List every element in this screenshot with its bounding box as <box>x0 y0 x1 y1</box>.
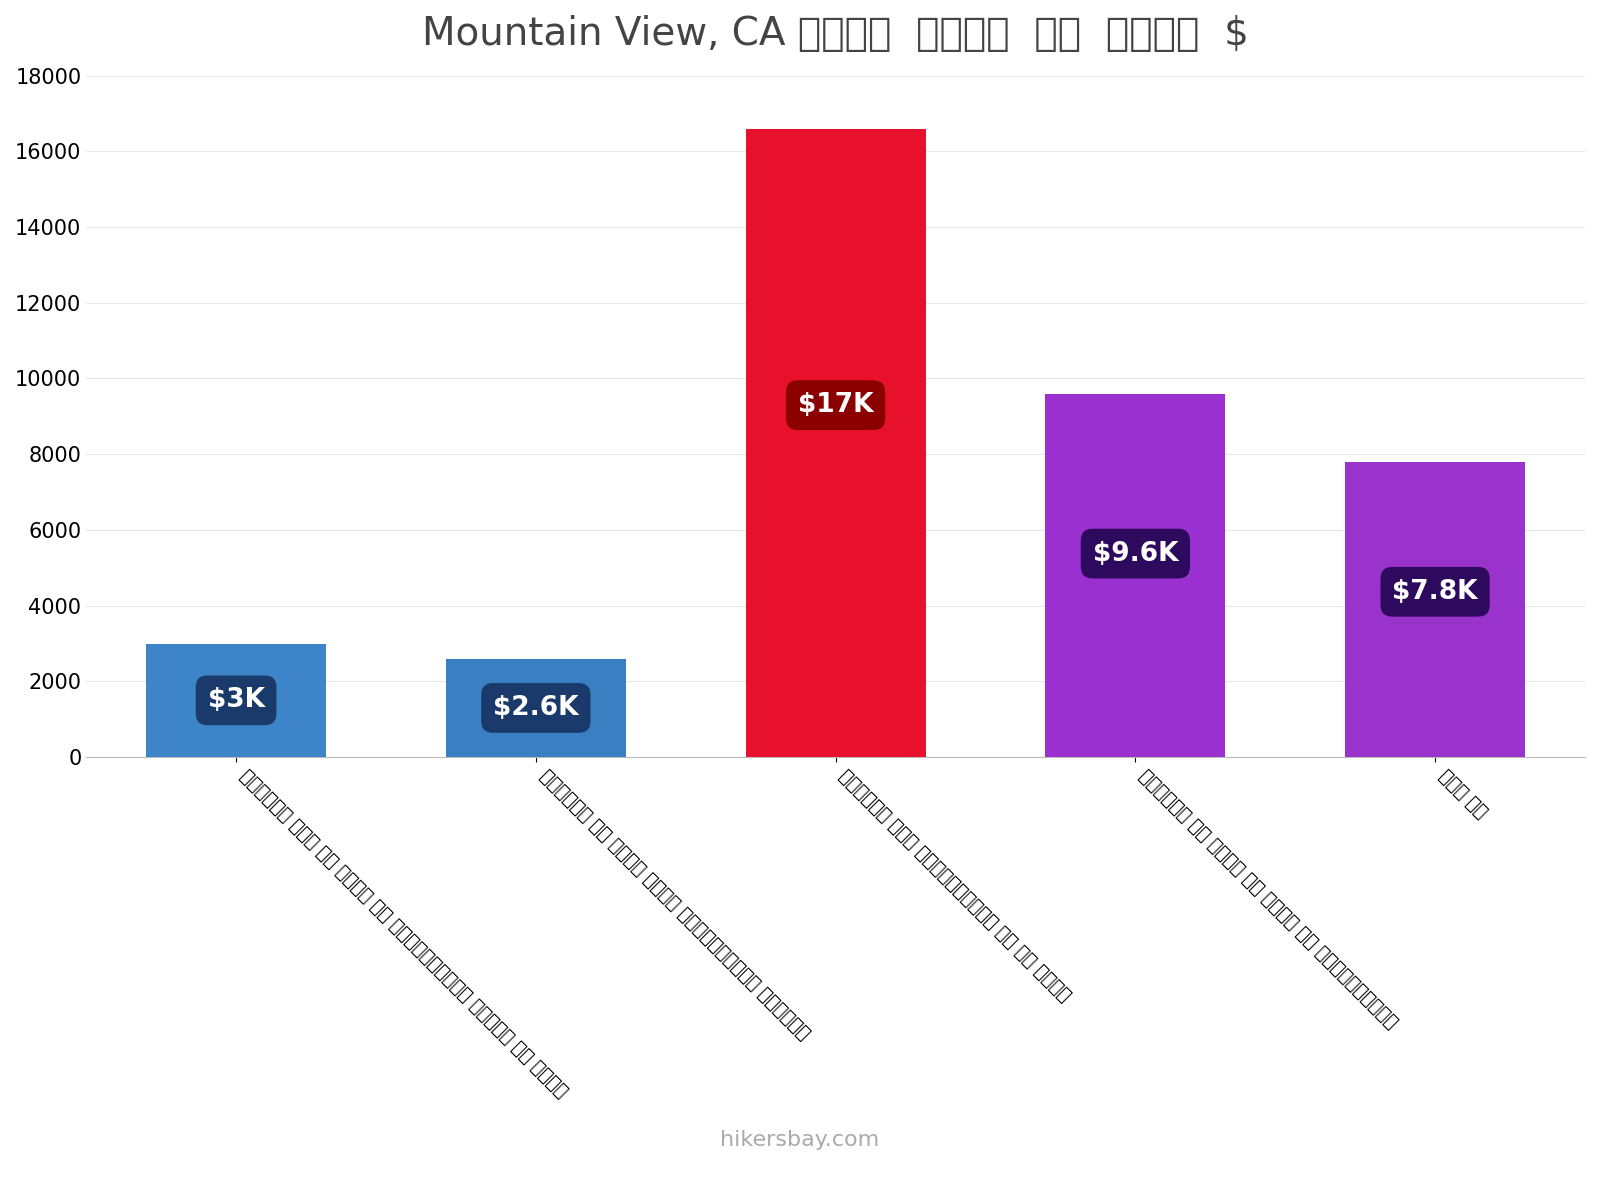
Bar <box>746 128 925 757</box>
Bar <box>1346 462 1525 757</box>
Text: $7.8K: $7.8K <box>1392 578 1478 605</box>
Bar <box>446 659 626 757</box>
Text: hikersbay.com: hikersbay.com <box>720 1130 880 1150</box>
Text: $9.6K: $9.6K <box>1093 540 1178 566</box>
Text: $2.6K: $2.6K <box>493 695 579 721</box>
Text: $17K: $17K <box>798 392 874 418</box>
Title: Mountain View, CA जीवन  यापन  की  लागत  $: Mountain View, CA जीवन यापन की लागत $ <box>422 16 1250 53</box>
Text: $3K: $3K <box>208 688 264 713</box>
Bar <box>1045 394 1226 757</box>
Bar <box>146 643 326 757</box>
